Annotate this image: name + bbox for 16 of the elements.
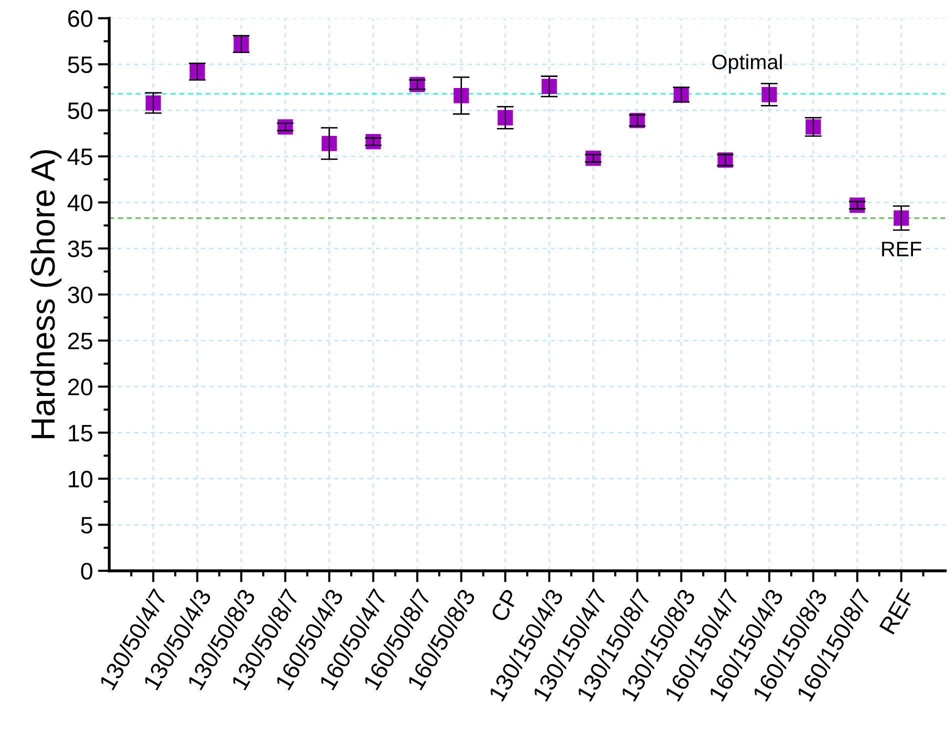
y-tick-label: 0: [81, 562, 92, 580]
y-tick-label: 50: [68, 102, 92, 120]
y-tick-label: 40: [68, 194, 92, 212]
y-tick-label: 30: [68, 286, 92, 304]
ref-line-label: Optimal: [712, 54, 782, 74]
ref-line-label: REF: [882, 242, 922, 256]
y-axis-title: Hardness (Shore A): [30, 150, 62, 438]
y-tick-label: 25: [68, 332, 92, 350]
y-tick-label: 10: [68, 470, 92, 488]
y-tick-label: 15: [68, 424, 92, 442]
y-tick-label: 45: [68, 148, 92, 166]
y-tick-label: 20: [68, 378, 92, 396]
y-tick-label: 35: [68, 240, 92, 258]
y-tick-label: 55: [68, 56, 92, 74]
y-tick-label: 5: [81, 517, 92, 534]
y-tick-label: 60: [68, 10, 92, 28]
